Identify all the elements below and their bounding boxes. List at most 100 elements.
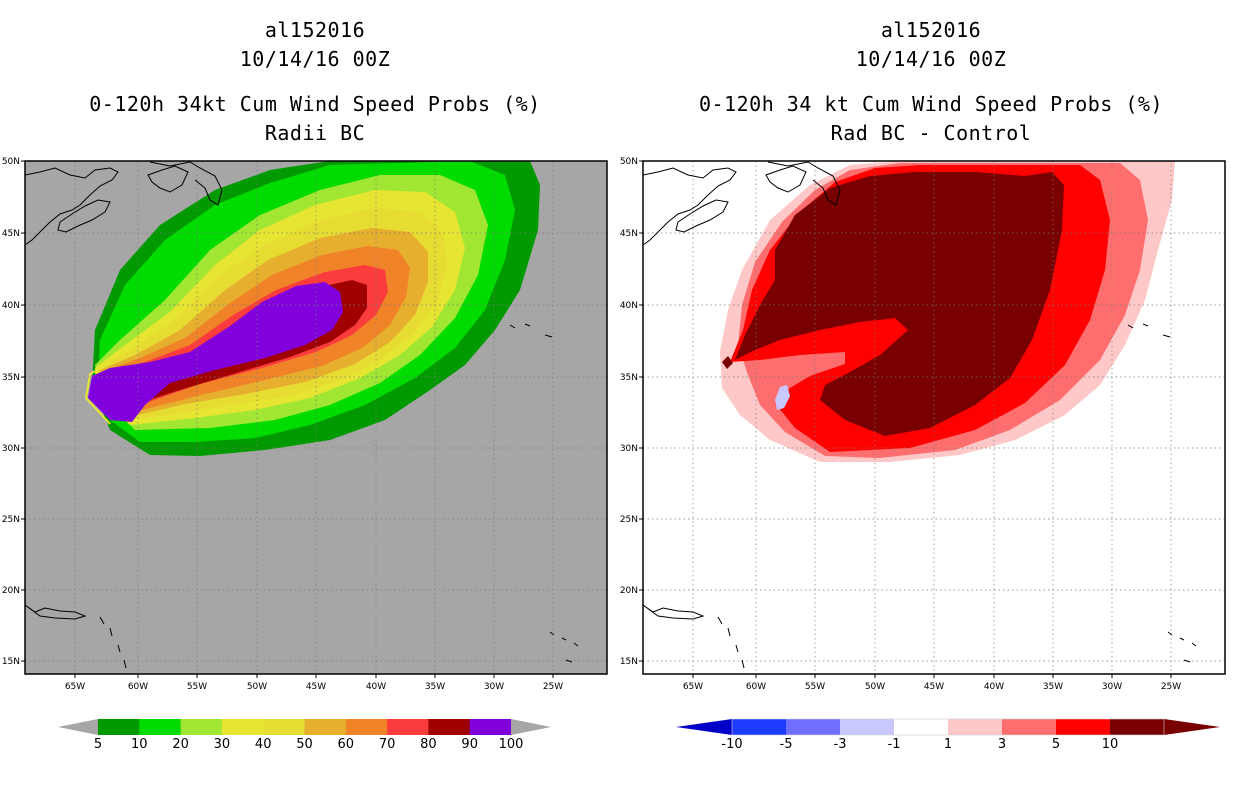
colorbar-label: 20 [172, 737, 189, 752]
right-panel-title: al152016 10/14/16 00Z 0-120h 34 kt Cum W… [636, 16, 1226, 148]
lat-tick-label: 30N [2, 444, 20, 454]
colorbar-label: 90 [461, 737, 478, 752]
lat-tick-label: 50N [620, 157, 638, 167]
right-difference-contours [720, 161, 1175, 462]
coastline-islands [99, 323, 579, 669]
left-storm-id: al152016 [264, 18, 366, 42]
colorbar-label: 3 [998, 737, 1006, 752]
right-experiment-name: Rad BC - Control [830, 121, 1032, 145]
lat-tick-label: 30N [620, 444, 638, 454]
lon-tick-label: 45W [924, 682, 944, 692]
lon-tick-label: 65W [65, 682, 85, 692]
lat-tick-label: 45N [2, 229, 20, 239]
colorbar-box [221, 719, 264, 735]
lon-tick-label: 50W [865, 682, 885, 692]
lon-tick-label: 25W [543, 682, 563, 692]
coastline-newfoundland [765, 165, 807, 193]
left-map-gridlines [25, 161, 607, 674]
colorbar-box [469, 719, 512, 735]
lon-tick-label: 35W [425, 682, 445, 692]
colorbar-high-end [1164, 719, 1220, 735]
colorbar-box [1056, 719, 1111, 735]
left-map: 65W 60W 55W 50W 45W 40W 35W 30W 25W 50N 45N 40N 35N… [2, 157, 608, 692]
colorbar-label: 5 [1052, 737, 1060, 752]
colorbar-box [786, 719, 841, 735]
coastline-north-america [643, 167, 737, 246]
lon-tick-label: 65W [683, 682, 703, 692]
left-panel-title: al152016 10/14/16 00Z 0-120h 34kt Cum Wi… [20, 16, 610, 148]
left-colorbar: 5 10 20 30 40 50 60 70 80 90 100 [58, 719, 551, 752]
colorbar-label: -10 [721, 737, 742, 752]
right-lat-labels: 50N 45N 40N 35N 30N 25N 20N 15N [620, 157, 643, 667]
coastline-nova-scotia [57, 199, 111, 233]
right-coastlines [643, 161, 1197, 669]
colorbar-box [1110, 719, 1165, 735]
colorbar-label: 30 [214, 737, 231, 752]
lon-tick-label: 60W [128, 682, 148, 692]
diff-contour-negative [775, 385, 790, 410]
lat-tick-label: 40N [2, 301, 20, 311]
right-forecast-time: 10/14/16 00Z [855, 47, 1007, 71]
left-lat-labels: 50N 45N 40N 35N 30N 25N 20N 15N [2, 157, 25, 667]
colorbar-label: 80 [420, 737, 437, 752]
colorbar-low-end [676, 719, 732, 735]
lon-tick-label: 55W [187, 682, 207, 692]
lon-tick-label: 35W [1043, 682, 1063, 692]
right-colorbar: -10 -5 -3 -1 1 3 5 10 [676, 718, 1220, 752]
lat-tick-label: 15N [2, 657, 20, 667]
left-product-name: 0-120h 34kt Cum Wind Speed Probs (%) [89, 92, 541, 116]
coastline-newfoundland [147, 165, 189, 193]
lat-tick-label: 35N [2, 373, 20, 383]
colorbar-label: 10 [131, 737, 148, 752]
lon-tick-label: 30W [1102, 682, 1122, 692]
colorbar-box [139, 719, 182, 735]
colorbar-box [948, 719, 1003, 735]
right-storm-id: al152016 [880, 18, 982, 42]
left-lon-labels: 65W 60W 55W 50W 45W 40W 35W 30W 25W [65, 674, 563, 692]
left-probability-contours [84, 161, 540, 456]
colorbar-label: -3 [834, 737, 847, 752]
colorbar-high-end [511, 719, 551, 735]
lon-tick-label: 25W [1161, 682, 1181, 692]
coastline-north-america [25, 167, 119, 246]
colorbar-box [894, 719, 949, 735]
lon-tick-label: 45W [306, 682, 326, 692]
coastline-labrador [149, 161, 223, 206]
colorbar-label: -5 [780, 737, 793, 752]
lon-tick-label: 60W [746, 682, 766, 692]
colorbar-label: 70 [379, 737, 396, 752]
contour-90 [88, 282, 343, 422]
colorbar-box [98, 719, 140, 735]
colorbar-box [732, 719, 787, 735]
lon-tick-label: 40W [984, 682, 1004, 692]
lon-tick-label: 40W [366, 682, 386, 692]
colorbar-box [180, 719, 223, 735]
lat-tick-label: 20N [620, 586, 638, 596]
colorbar-label: 40 [255, 737, 272, 752]
colorbar-label: 1 [944, 737, 952, 752]
colorbar-label: 100 [499, 737, 524, 752]
colorbar-box [304, 719, 347, 735]
lon-tick-label: 50W [247, 682, 267, 692]
colorbar-label: -1 [888, 737, 901, 752]
colorbar-box [387, 719, 429, 735]
colorbar-box [1002, 719, 1057, 735]
lat-tick-label: 40N [620, 301, 638, 311]
right-lon-labels: 65W 60W 55W 50W 45W 40W 35W 30W 25W [683, 674, 1181, 692]
coastline-cuba [643, 604, 705, 620]
lat-tick-label: 50N [2, 157, 20, 167]
coastline-cuba [25, 604, 87, 620]
lat-tick-label: 15N [620, 657, 638, 667]
coastline-islands [717, 323, 1197, 669]
colorbar-outline [731, 718, 1165, 736]
diff-contour-marker [722, 356, 733, 369]
coastline-nova-scotia [675, 199, 729, 233]
lat-tick-label: 45N [620, 229, 638, 239]
colorbar-box [840, 719, 895, 735]
lat-tick-label: 35N [620, 373, 638, 383]
colorbar-label: 10 [1102, 737, 1119, 752]
colorbar-box [345, 719, 388, 735]
left-experiment-name: Radii BC [264, 121, 366, 145]
colorbar-box [428, 719, 471, 735]
